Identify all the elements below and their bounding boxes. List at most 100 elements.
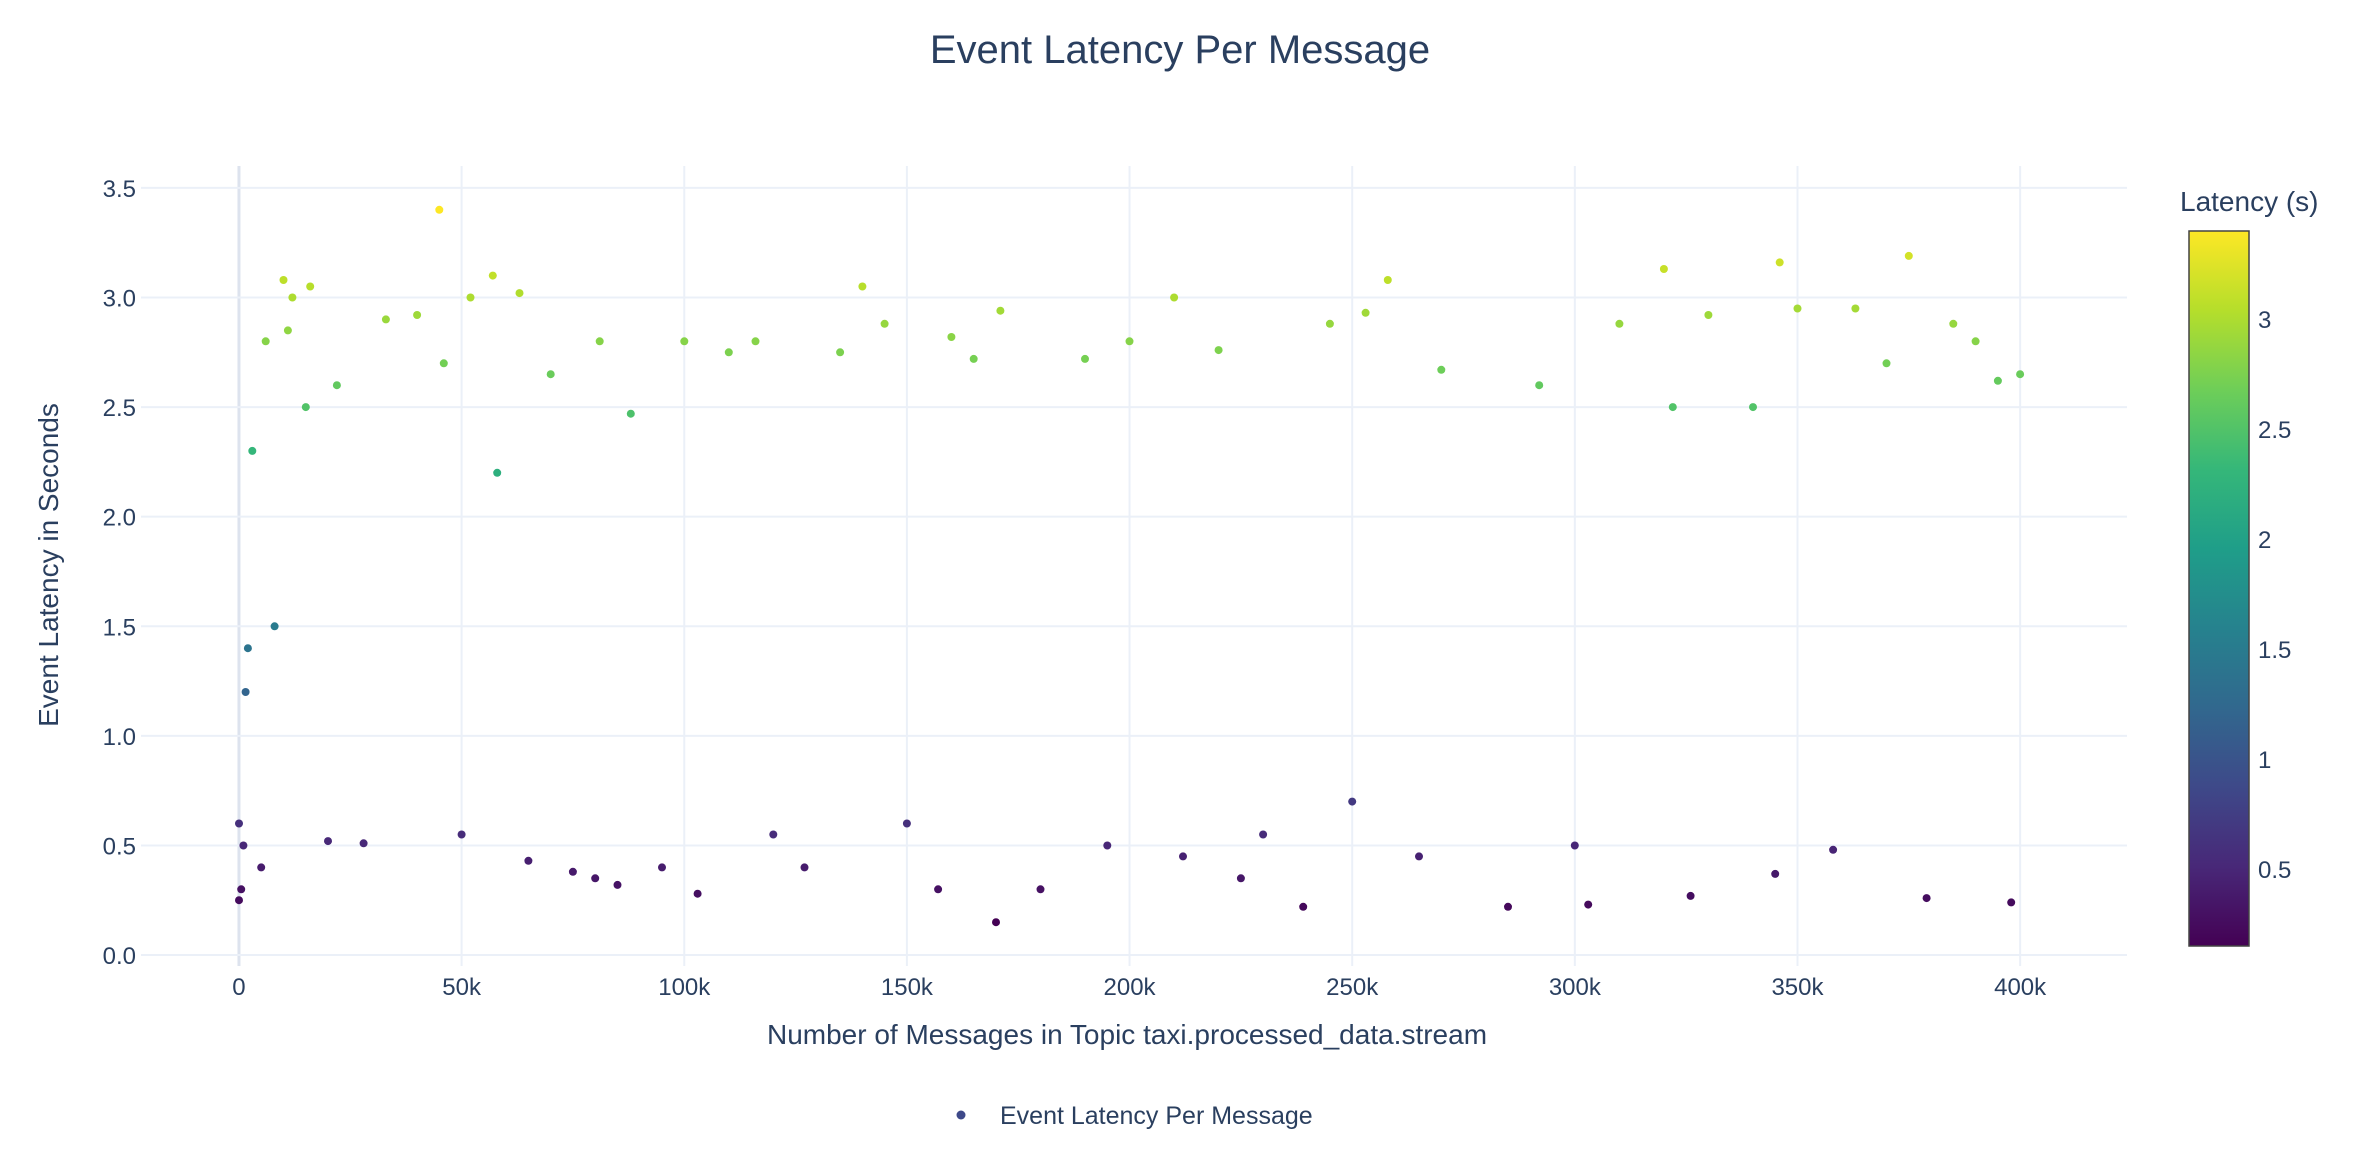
y-axis-label: Event Latency in Seconds xyxy=(33,403,64,727)
data-point xyxy=(1829,845,1838,854)
colorbar-title: Latency (s) xyxy=(2180,186,2319,217)
data-point xyxy=(466,293,475,302)
data-point xyxy=(693,889,702,898)
data-point xyxy=(248,446,257,455)
data-point xyxy=(1922,894,1931,903)
data-point xyxy=(947,333,956,341)
data-point xyxy=(515,289,524,298)
data-point xyxy=(1103,841,1112,850)
data-point xyxy=(1125,337,1134,346)
data-point xyxy=(1299,902,1308,911)
data-point xyxy=(1686,891,1695,900)
data-point xyxy=(243,644,252,653)
y-tick-label: 2.5 xyxy=(103,395,136,422)
data-point xyxy=(306,282,315,291)
y-tick-label: 3.0 xyxy=(103,286,136,313)
colorbar-gradient xyxy=(2188,230,2250,947)
x-tick-label: 150k xyxy=(881,974,934,1001)
data-point xyxy=(257,863,266,872)
data-point xyxy=(880,319,889,328)
data-point xyxy=(288,293,297,302)
x-tick-label: 250k xyxy=(1326,974,1379,1001)
data-point xyxy=(1348,797,1357,806)
colorbar-tick-label: 0.5 xyxy=(2258,857,2291,884)
data-point xyxy=(301,403,310,412)
data-point xyxy=(1584,900,1593,909)
data-point xyxy=(658,863,666,872)
x-axis-label: Number of Messages in Topic taxi.process… xyxy=(767,1019,1487,1050)
data-point xyxy=(1993,376,2002,385)
data-point xyxy=(359,839,368,848)
data-point xyxy=(836,348,845,357)
data-point xyxy=(626,409,635,418)
data-point xyxy=(1081,354,1089,363)
data-point xyxy=(1775,258,1784,267)
y-tick-label: 3.5 xyxy=(103,176,136,203)
data-point xyxy=(235,819,243,828)
data-point xyxy=(1437,365,1446,374)
colorbar-tick-label: 1 xyxy=(2258,747,2271,774)
data-point xyxy=(1971,337,1980,346)
data-point xyxy=(724,348,733,357)
data-point xyxy=(769,830,778,839)
data-point xyxy=(1036,885,1045,894)
colorbar-tick-label: 2.5 xyxy=(2258,417,2291,444)
data-point xyxy=(1771,869,1780,878)
data-point xyxy=(1704,311,1713,319)
data-point xyxy=(613,880,622,889)
data-point xyxy=(2007,898,2016,907)
data-point xyxy=(1504,902,1512,911)
data-point xyxy=(969,354,978,363)
data-point xyxy=(235,896,243,905)
grid-layer xyxy=(141,166,2127,966)
x-tick-label: 400k xyxy=(1994,974,2047,1001)
data-point xyxy=(934,885,943,894)
chart-title: Event Latency Per Message xyxy=(930,28,1430,72)
data-point xyxy=(1236,874,1245,883)
colorbar: 0.5 1 1.5 2 2.5 3 xyxy=(2188,230,2291,947)
x-tick-label: 50k xyxy=(442,974,482,1001)
data-point xyxy=(1570,841,1579,850)
legend[interactable]: Event Latency Per Message xyxy=(956,1102,1313,1130)
data-point xyxy=(1904,251,1913,260)
data-point xyxy=(1668,403,1677,412)
x-tick-label: 350k xyxy=(1771,974,1824,1001)
data-point xyxy=(332,381,341,390)
data-point xyxy=(1535,381,1544,390)
y-axis-ticks: 0.0 0.5 1.0 1.5 2.0 2.5 3.0 3.5 xyxy=(103,176,136,970)
data-point xyxy=(595,337,604,346)
data-point xyxy=(902,819,911,828)
data-point xyxy=(1659,265,1668,273)
data-point xyxy=(546,370,555,379)
data-point xyxy=(279,276,288,284)
data-point xyxy=(241,688,250,696)
colorbar-tick-label: 1.5 xyxy=(2258,637,2291,664)
data-point xyxy=(1615,319,1624,328)
data-point xyxy=(1170,293,1179,302)
data-point xyxy=(680,337,689,346)
data-point xyxy=(1882,359,1891,368)
y-tick-label: 1.0 xyxy=(103,724,136,751)
data-point xyxy=(1793,304,1802,313)
data-point xyxy=(992,918,1000,927)
data-point xyxy=(283,326,292,335)
data-point xyxy=(457,830,466,839)
data-point xyxy=(591,874,600,883)
data-point xyxy=(1415,852,1423,861)
data-point xyxy=(1383,276,1392,284)
x-tick-label: 300k xyxy=(1549,974,1602,1001)
legend-item-label: Event Latency Per Message xyxy=(1000,1102,1313,1130)
data-point xyxy=(237,885,246,894)
data-point xyxy=(439,359,448,368)
y-tick-label: 0.0 xyxy=(103,943,136,970)
data-point xyxy=(1851,304,1860,313)
data-point xyxy=(524,856,533,865)
x-tick-label: 0 xyxy=(232,974,245,1001)
data-points xyxy=(235,205,2025,927)
legend-marker xyxy=(956,1110,966,1120)
x-axis-ticks: 0 50k 100k 150k 200k 250k 300k 350k 400k xyxy=(232,974,2047,1001)
data-point xyxy=(413,311,422,319)
data-point xyxy=(800,863,809,872)
